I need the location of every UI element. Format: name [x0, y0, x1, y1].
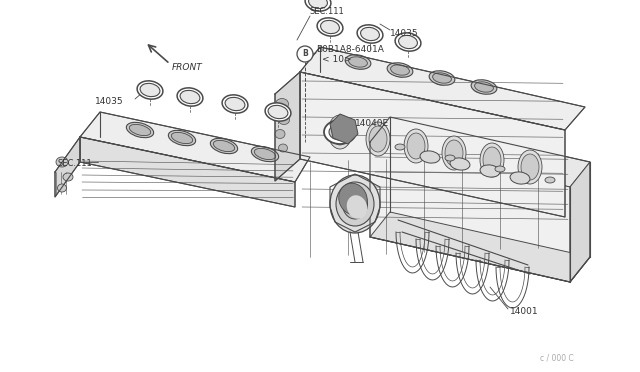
Text: 14040E: 14040E — [355, 119, 389, 128]
Ellipse shape — [129, 124, 150, 136]
Ellipse shape — [58, 184, 67, 192]
Ellipse shape — [278, 144, 287, 152]
Ellipse shape — [545, 177, 555, 183]
Polygon shape — [330, 114, 358, 144]
Ellipse shape — [252, 146, 278, 162]
Ellipse shape — [321, 20, 339, 33]
Ellipse shape — [317, 18, 343, 36]
Ellipse shape — [433, 73, 451, 83]
Ellipse shape — [521, 154, 539, 180]
Ellipse shape — [329, 124, 351, 140]
Ellipse shape — [387, 63, 413, 77]
Ellipse shape — [339, 183, 367, 215]
Ellipse shape — [510, 172, 530, 184]
Polygon shape — [570, 162, 590, 282]
Ellipse shape — [126, 122, 154, 138]
Ellipse shape — [420, 151, 440, 163]
Ellipse shape — [480, 165, 500, 177]
Ellipse shape — [177, 88, 203, 106]
Ellipse shape — [275, 129, 285, 138]
Ellipse shape — [213, 140, 235, 152]
Polygon shape — [370, 212, 590, 282]
Polygon shape — [300, 47, 585, 130]
Text: B: B — [302, 49, 308, 58]
Ellipse shape — [342, 189, 367, 219]
Ellipse shape — [399, 35, 417, 49]
Ellipse shape — [395, 33, 421, 51]
Ellipse shape — [330, 175, 380, 233]
Ellipse shape — [172, 132, 193, 144]
Ellipse shape — [331, 119, 349, 145]
Text: FRONT: FRONT — [172, 62, 203, 71]
Ellipse shape — [180, 90, 200, 104]
Text: < 10>: < 10> — [322, 55, 351, 64]
Ellipse shape — [366, 122, 390, 156]
Polygon shape — [300, 72, 565, 217]
Ellipse shape — [297, 46, 313, 62]
Ellipse shape — [56, 157, 68, 167]
Ellipse shape — [137, 81, 163, 99]
Ellipse shape — [445, 140, 463, 166]
Ellipse shape — [211, 138, 237, 154]
Ellipse shape — [265, 103, 291, 121]
Ellipse shape — [225, 97, 245, 110]
Text: c / 000 C: c / 000 C — [540, 353, 573, 362]
Ellipse shape — [347, 195, 367, 219]
Ellipse shape — [473, 85, 487, 93]
Ellipse shape — [349, 57, 367, 67]
Ellipse shape — [407, 133, 425, 159]
Ellipse shape — [357, 25, 383, 43]
Ellipse shape — [483, 147, 501, 173]
Polygon shape — [55, 137, 80, 197]
Ellipse shape — [395, 144, 405, 150]
Ellipse shape — [390, 65, 410, 75]
Ellipse shape — [63, 173, 73, 181]
Ellipse shape — [433, 77, 447, 85]
Ellipse shape — [336, 182, 374, 226]
Text: SEC.111: SEC.111 — [310, 7, 345, 16]
Ellipse shape — [168, 130, 196, 146]
Ellipse shape — [442, 136, 466, 170]
Ellipse shape — [393, 69, 407, 77]
Ellipse shape — [445, 155, 455, 161]
Ellipse shape — [360, 28, 380, 41]
Ellipse shape — [495, 166, 505, 172]
Ellipse shape — [268, 105, 288, 119]
Ellipse shape — [450, 158, 470, 170]
Ellipse shape — [275, 99, 289, 109]
Ellipse shape — [429, 71, 455, 85]
Ellipse shape — [324, 120, 356, 144]
Polygon shape — [80, 112, 310, 182]
Ellipse shape — [140, 83, 160, 97]
Ellipse shape — [475, 82, 493, 92]
Ellipse shape — [353, 61, 367, 69]
Ellipse shape — [345, 55, 371, 69]
Ellipse shape — [471, 80, 497, 94]
Ellipse shape — [308, 0, 328, 9]
Text: 14035: 14035 — [390, 29, 419, 38]
Ellipse shape — [278, 115, 289, 125]
Ellipse shape — [328, 115, 352, 149]
Text: 14001: 14001 — [510, 308, 539, 317]
Text: SEC.111: SEC.111 — [58, 160, 93, 169]
Polygon shape — [275, 72, 300, 181]
Ellipse shape — [222, 95, 248, 113]
Polygon shape — [80, 137, 295, 207]
Ellipse shape — [518, 150, 542, 184]
Ellipse shape — [404, 129, 428, 163]
Text: B0B1A8-6401A: B0B1A8-6401A — [316, 45, 384, 55]
Ellipse shape — [305, 0, 331, 11]
Ellipse shape — [254, 148, 276, 160]
Polygon shape — [370, 142, 570, 282]
Ellipse shape — [480, 143, 504, 177]
Ellipse shape — [369, 126, 387, 152]
Polygon shape — [370, 117, 590, 187]
Text: 14035: 14035 — [95, 97, 124, 106]
